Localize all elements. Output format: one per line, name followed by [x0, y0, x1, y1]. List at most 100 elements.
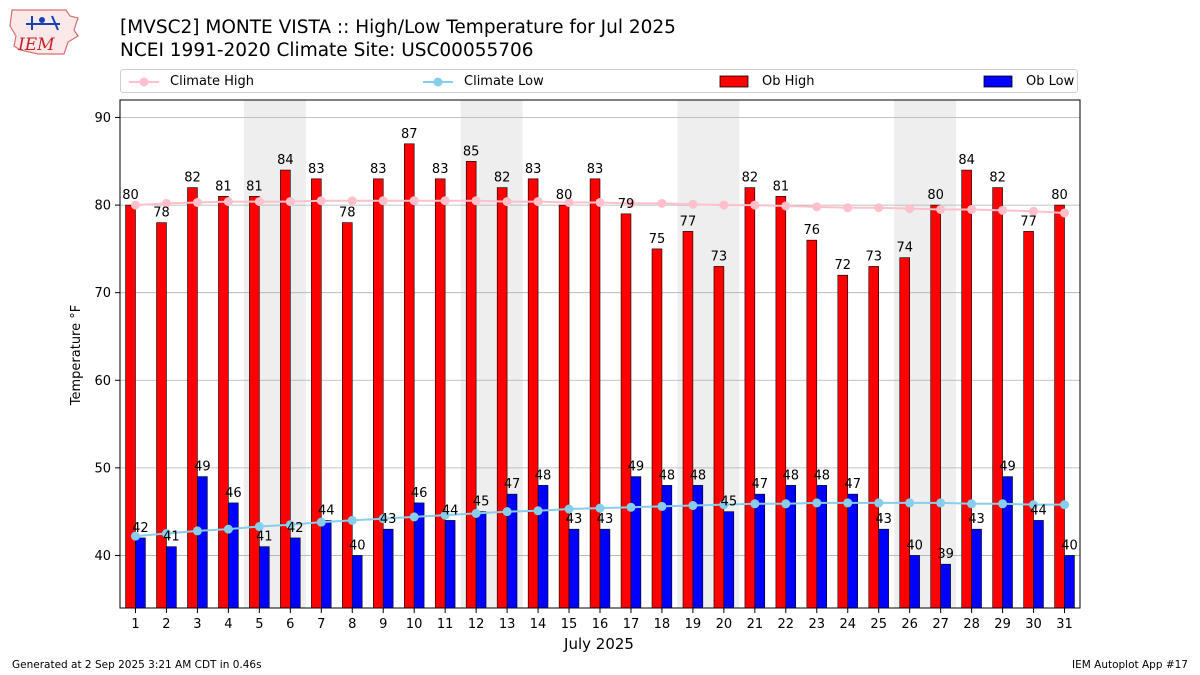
data-label-ob-low: 48 — [813, 468, 830, 483]
x-tick-label: 29 — [994, 617, 1011, 632]
data-label-ob-low: 44 — [1030, 503, 1047, 518]
data-label-ob-low: 43 — [380, 512, 397, 527]
climate-low-point — [719, 500, 729, 510]
climate-high-point — [285, 197, 295, 207]
climate-low-point — [471, 508, 481, 518]
x-axis-label: July 2025 — [563, 635, 634, 653]
bar-ob-low — [1002, 476, 1013, 609]
logo-text: IEM — [17, 35, 55, 55]
data-label-ob-high: 77 — [680, 214, 697, 229]
bar-ob-low — [599, 528, 611, 609]
bar-ob-low — [878, 528, 889, 609]
legend-symbol-climate-high — [129, 77, 159, 87]
climate-low-point — [316, 517, 326, 527]
x-tick-label: 11 — [437, 617, 454, 632]
data-label-ob-low: 44 — [442, 503, 459, 518]
climate-high-point — [874, 203, 884, 213]
legend-symbol-ob-low — [983, 75, 1013, 88]
legend-label-ob-high: Ob High — [762, 74, 815, 89]
iem-logo: IEM — [8, 6, 82, 58]
x-tick-label: 12 — [468, 617, 485, 632]
climate-low-point — [533, 506, 543, 516]
bar-ob-high — [496, 187, 508, 609]
climate-high-point — [1060, 208, 1070, 218]
x-tick-label: 23 — [809, 617, 826, 632]
climate-low-point — [626, 502, 636, 512]
bar-ob-low — [444, 520, 456, 609]
bar-ob-low — [351, 555, 363, 609]
data-label-ob-high: 82 — [989, 171, 1006, 186]
data-label-ob-high: 83 — [432, 162, 449, 177]
bar-ob-low — [940, 563, 951, 609]
x-tick-label: 16 — [592, 617, 609, 632]
climate-high-point — [316, 196, 326, 206]
climate-low-point — [564, 504, 574, 514]
data-label-ob-high: 82 — [184, 171, 201, 186]
data-label-ob-high: 77 — [1020, 214, 1037, 229]
data-label-ob-low: 48 — [782, 468, 799, 483]
y-axis-label: Temperature °F — [69, 305, 84, 406]
data-label-ob-high: 73 — [865, 249, 882, 264]
climate-low-point — [843, 498, 853, 508]
data-label-ob-low: 42 — [132, 521, 149, 536]
climate-low-point — [161, 529, 171, 539]
climate-low-point — [1029, 500, 1039, 510]
chart-subtitle: NCEI 1991-2020 Climate Site: USC00055706 — [120, 40, 534, 61]
x-tick-label: 27 — [932, 617, 949, 632]
bar-ob-high — [620, 213, 632, 609]
climate-high-point — [812, 202, 822, 212]
x-tick-label: 25 — [870, 617, 887, 632]
x-tick-label: 30 — [1025, 617, 1042, 632]
climate-high-point — [688, 199, 698, 209]
data-label-ob-low: 41 — [163, 530, 180, 545]
bar-ob-low — [475, 511, 487, 609]
x-tick-label: 17 — [623, 617, 640, 632]
data-label-ob-high: 73 — [711, 249, 728, 264]
climate-high-point — [347, 196, 357, 206]
bar-ob-high — [187, 187, 198, 609]
x-tick-label: 21 — [747, 617, 764, 632]
data-label-ob-low: 40 — [1061, 538, 1078, 553]
x-tick-label: 14 — [530, 617, 547, 632]
bar-ob-low — [290, 537, 301, 609]
bar-ob-high — [589, 178, 601, 609]
bar-ob-low — [228, 502, 239, 609]
bar-ob-high — [775, 196, 787, 609]
bar-ob-low — [568, 528, 580, 609]
data-label-ob-high: 80 — [122, 188, 139, 203]
data-label-ob-high: 83 — [587, 162, 604, 177]
bar-ob-high — [1023, 231, 1034, 609]
bar-ob-low — [197, 476, 208, 609]
data-label-ob-low: 39 — [937, 547, 954, 562]
data-label-ob-high: 81 — [246, 179, 263, 194]
bar-ob-high — [434, 178, 446, 609]
data-label-ob-low: 43 — [597, 512, 614, 527]
climate-low-point — [378, 514, 388, 524]
data-label-ob-high: 80 — [927, 188, 944, 203]
x-tick-label: 24 — [839, 617, 856, 632]
climate-high-point — [657, 198, 667, 208]
y-tick-label: 50 — [94, 461, 111, 476]
climate-high-point — [378, 196, 388, 206]
y-tick-label: 90 — [94, 111, 111, 126]
bar-ob-low — [259, 546, 270, 609]
generated-timestamp: Generated at 2 Sep 2025 3:21 AM CDT in 0… — [12, 659, 262, 671]
bar-ob-low — [909, 555, 920, 609]
climate-low-point — [781, 499, 791, 509]
climate-high-point — [161, 198, 171, 208]
data-label-ob-low: 46 — [411, 486, 428, 501]
data-label-ob-high: 82 — [494, 171, 511, 186]
bar-ob-low — [320, 520, 332, 609]
climate-high-point — [1029, 206, 1039, 216]
bar-ob-low — [754, 493, 766, 609]
data-label-ob-low: 48 — [535, 468, 552, 483]
climate-low-point — [347, 515, 357, 525]
climate-low-point — [874, 498, 884, 508]
x-tick-label: 2 — [162, 617, 170, 632]
x-tick-label: 4 — [224, 617, 232, 632]
climate-low-point — [936, 498, 946, 508]
bar-ob-low — [537, 485, 549, 609]
bar-ob-high — [961, 169, 972, 609]
data-label-ob-high: 78 — [153, 206, 170, 221]
data-label-ob-high: 81 — [773, 179, 790, 194]
